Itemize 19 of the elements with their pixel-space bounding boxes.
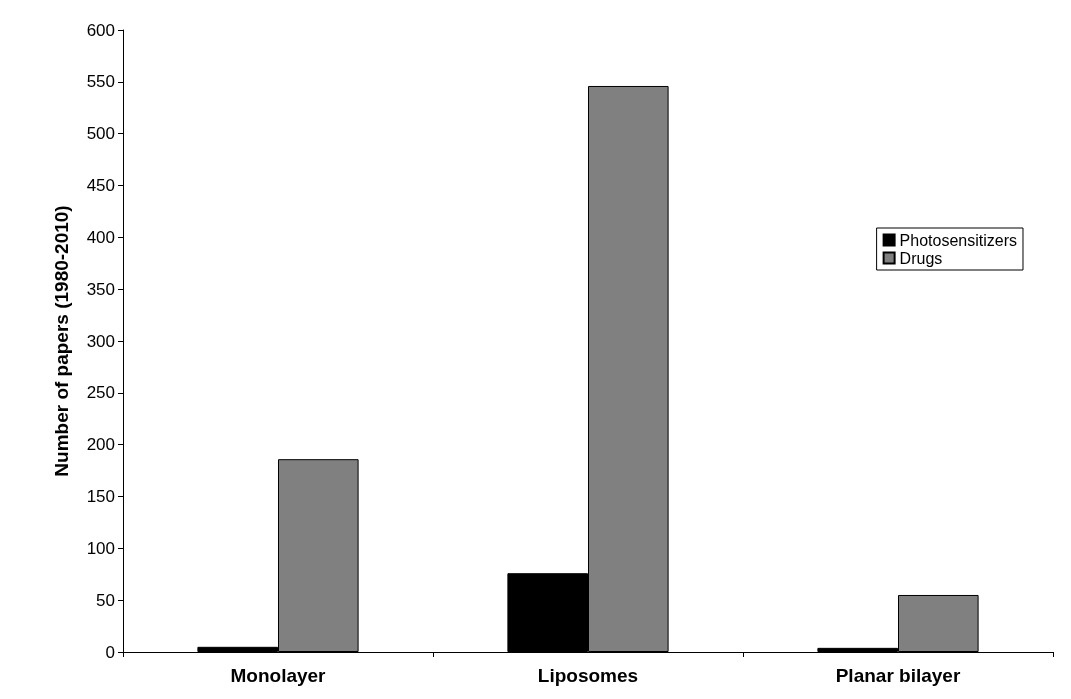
y-tick-label: 600 (86, 20, 115, 40)
y-tick-label: 450 (86, 176, 115, 195)
legend-label: Drugs (899, 249, 943, 267)
y-tick-label: 400 (86, 227, 115, 247)
y-tick-label: 0 (105, 642, 115, 662)
y-tick-label: 200 (86, 435, 115, 455)
x-tick-label: Planar bilayer (835, 665, 961, 686)
x-tick-label: Liposomes (537, 665, 639, 686)
y-axis-title: Number of papers (1980-2010) (51, 205, 72, 477)
y-tick-label: 550 (86, 72, 115, 92)
x-tick-label: Monolayer (230, 665, 327, 686)
y-tick-label: 100 (86, 538, 115, 558)
y-tick-label: 500 (86, 124, 115, 144)
legend-label: Photosensitizers (899, 231, 1017, 249)
y-tick-label: 350 (86, 279, 115, 299)
y-tick-label: 150 (86, 487, 115, 506)
y-tick-label: 50 (96, 590, 115, 610)
y-tick-label: 250 (86, 383, 115, 403)
y-tick-label: 300 (86, 331, 115, 351)
